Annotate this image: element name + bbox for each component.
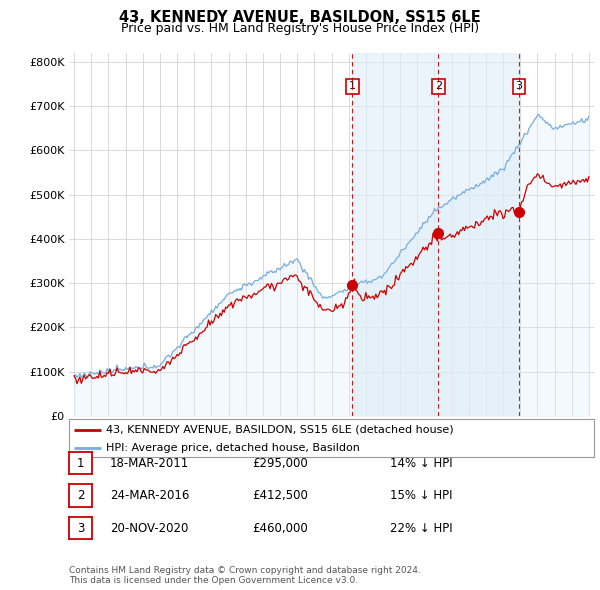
Text: £460,000: £460,000 bbox=[252, 522, 308, 535]
Text: 1: 1 bbox=[77, 457, 84, 470]
Text: 14% ↓ HPI: 14% ↓ HPI bbox=[390, 457, 452, 470]
Text: 2: 2 bbox=[77, 489, 84, 502]
Text: 43, KENNEDY AVENUE, BASILDON, SS15 6LE (detached house): 43, KENNEDY AVENUE, BASILDON, SS15 6LE (… bbox=[106, 425, 454, 435]
Text: 20-NOV-2020: 20-NOV-2020 bbox=[110, 522, 188, 535]
Text: 15% ↓ HPI: 15% ↓ HPI bbox=[390, 489, 452, 502]
Text: 3: 3 bbox=[515, 81, 523, 91]
Text: £412,500: £412,500 bbox=[252, 489, 308, 502]
Text: Price paid vs. HM Land Registry's House Price Index (HPI): Price paid vs. HM Land Registry's House … bbox=[121, 22, 479, 35]
Text: 18-MAR-2011: 18-MAR-2011 bbox=[110, 457, 189, 470]
Text: 24-MAR-2016: 24-MAR-2016 bbox=[110, 489, 189, 502]
Text: HPI: Average price, detached house, Basildon: HPI: Average price, detached house, Basi… bbox=[106, 442, 359, 453]
Text: 3: 3 bbox=[77, 522, 84, 535]
Text: £295,000: £295,000 bbox=[252, 457, 308, 470]
Bar bbox=[352, 53, 519, 416]
Text: 2: 2 bbox=[435, 81, 442, 91]
Text: 22% ↓ HPI: 22% ↓ HPI bbox=[390, 522, 452, 535]
Text: 43, KENNEDY AVENUE, BASILDON, SS15 6LE: 43, KENNEDY AVENUE, BASILDON, SS15 6LE bbox=[119, 10, 481, 25]
Text: Contains HM Land Registry data © Crown copyright and database right 2024.
This d: Contains HM Land Registry data © Crown c… bbox=[69, 566, 421, 585]
Text: 1: 1 bbox=[349, 81, 356, 91]
